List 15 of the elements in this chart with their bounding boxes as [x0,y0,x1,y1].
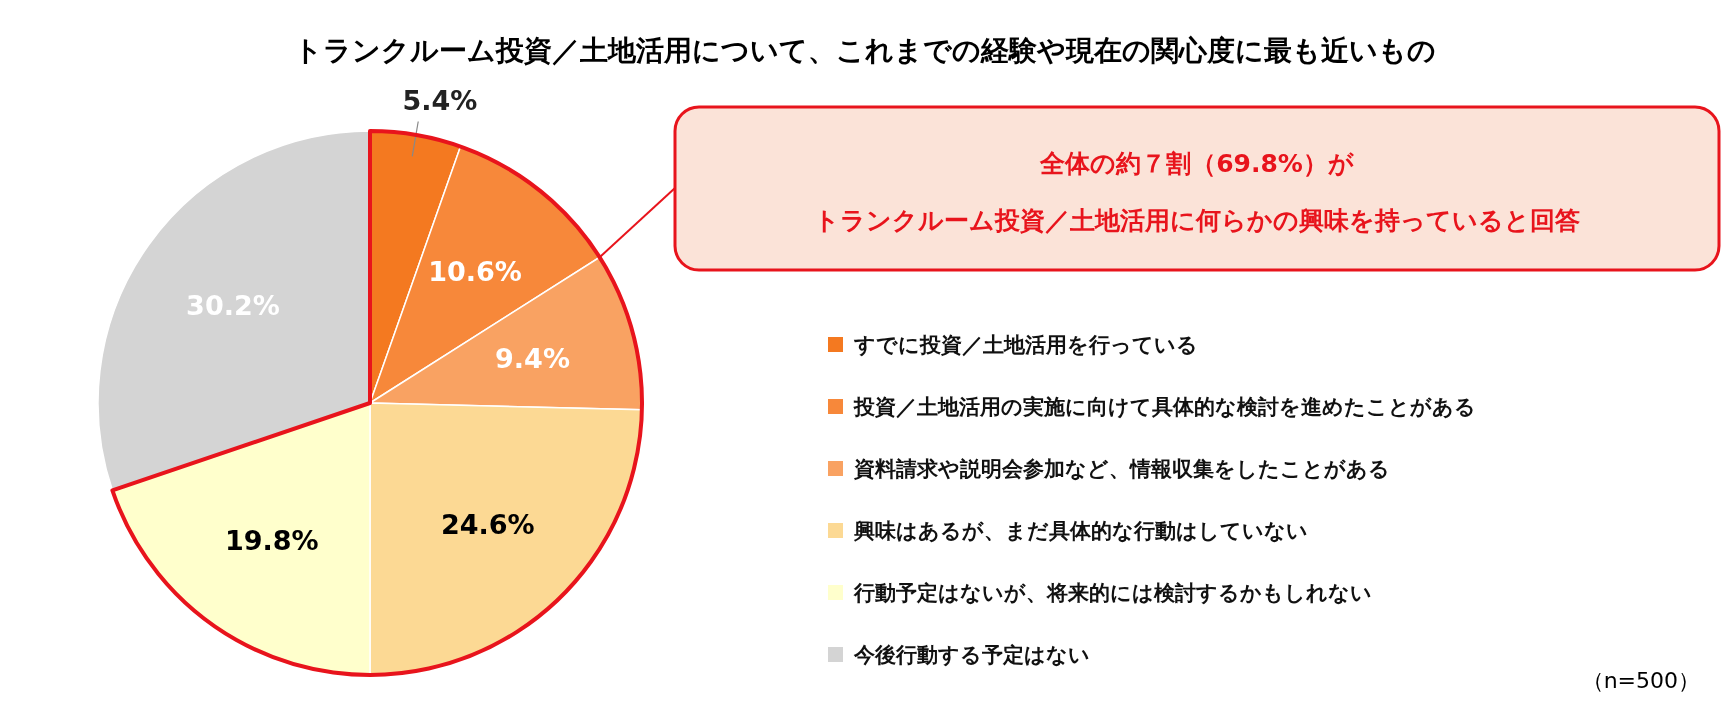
legend-label: 行動予定はないが、将来的には検討するかもしれない [853,581,1372,605]
data-label: 24.6% [440,508,535,540]
data-label: 19.8% [224,525,319,557]
legend-label: 投資／土地活用の実施に向けて具体的な検討を進めたことがある [853,395,1476,419]
legend-label: すでに投資／土地活用を行っている [853,333,1198,357]
legend-label: 今後行動する予定はない [853,643,1090,667]
text: 全体の約７割（69.8%）が [1039,149,1354,178]
text: （n=500） [1581,668,1700,693]
chart-title: トランクルーム投資／土地活用について、これまでの経験や現在の関心度に最も近いもの [294,34,1436,67]
data-label: 10.6% [428,256,522,288]
legend-label: 興味はあるが、まだ具体的な行動はしていない [853,519,1308,543]
data-label: 5.4% [402,85,478,117]
data-label: 9.4% [495,342,570,374]
legend-label: 資料請求や説明会参加など、情報収集をしたことがある [853,457,1390,481]
text: トランクルーム投資／土地活用に何らかの興味を持っていると回答 [814,206,1580,235]
